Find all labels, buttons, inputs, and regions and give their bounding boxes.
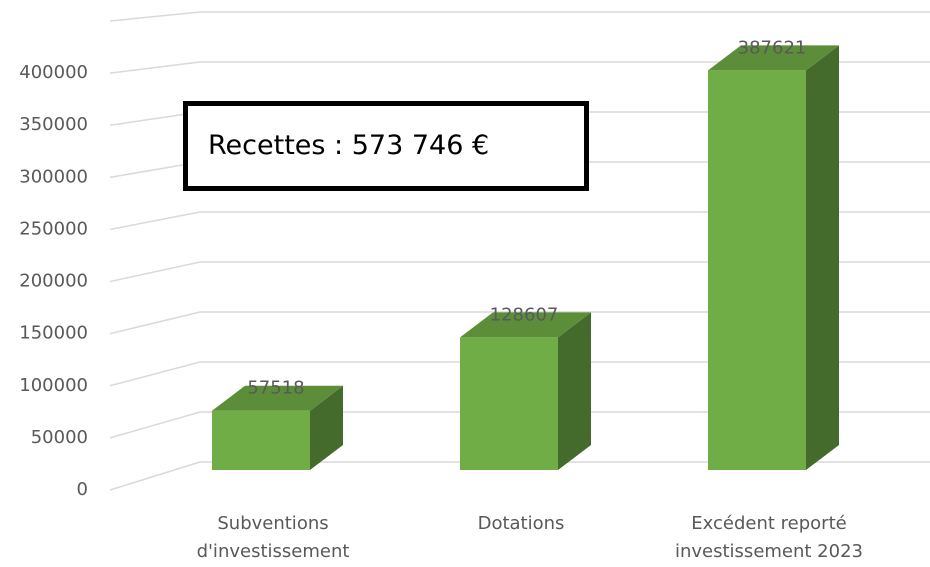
x-tick-label: Excédent reporté investissement 2023 [674,513,863,562]
bar [212,410,310,470]
data-label: 387621 [738,37,807,58]
y-tick-label: 100000 [19,375,88,396]
grid-line [109,11,930,22]
bar [708,70,806,471]
grid-line [109,461,930,491]
y-tick-label: 300000 [19,166,88,187]
bar-side [558,312,591,470]
y-tick-label: 200000 [19,271,88,292]
data-label: 57518 [247,378,304,399]
y-tick-label: 50000 [31,427,88,448]
y-tick-label: 350000 [19,114,88,135]
y-tick-label: 400000 [19,62,88,83]
grid-line [109,61,930,74]
x-tick-label: Subventions d'investissement [196,513,350,562]
bar-top [460,312,591,338]
data-label: 128607 [490,304,559,325]
bar-top [708,45,839,71]
bar-top [212,385,343,411]
bar-side [806,45,839,471]
grid-line [109,211,930,231]
bar [460,337,558,470]
annotation: Recettes : 573 746 € [183,101,589,191]
grid-line [109,311,930,335]
grid-line [109,411,930,439]
x-tick-label: Dotations [477,513,565,534]
grid-line [109,361,930,387]
y-tick-label: 0 [77,479,88,500]
grid-line [109,261,930,283]
bar-side [310,385,343,470]
y-tick-label: 250000 [19,218,88,239]
y-tick-label: 150000 [19,323,88,344]
